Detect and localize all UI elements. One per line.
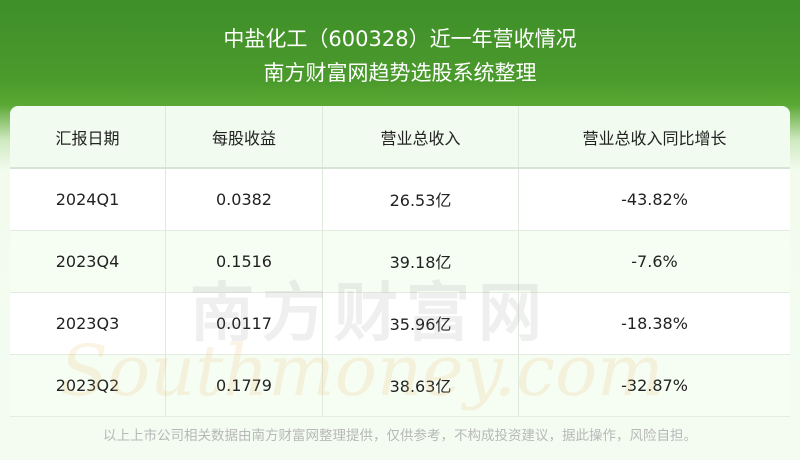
cell-eps: 0.0117 xyxy=(165,292,323,355)
column-header-revenue: 营业总收入 xyxy=(322,106,519,169)
cell-growth: -7.6% xyxy=(518,230,790,293)
table-row: 2023Q3 0.0117 35.96亿 -18.38% xyxy=(10,292,790,355)
cell-revenue: 38.63亿 xyxy=(322,354,519,417)
cell-date: 2023Q2 xyxy=(10,354,166,417)
table-header-row: 汇报日期 每股收益 营业总收入 营业总收入同比增长 xyxy=(10,106,790,169)
cell-eps: 0.1516 xyxy=(165,230,323,293)
cell-eps: 0.1779 xyxy=(165,354,323,417)
cell-revenue: 26.53亿 xyxy=(322,168,519,231)
column-header-revenue-growth: 营业总收入同比增长 xyxy=(518,106,790,169)
cell-revenue: 35.96亿 xyxy=(322,292,519,355)
page-subtitle: 南方财富网趋势选股系统整理 xyxy=(263,61,537,85)
cell-revenue: 39.18亿 xyxy=(322,230,519,293)
cell-date: 2023Q4 xyxy=(10,230,166,293)
disclaimer-footer: 以上上市公司相关数据由南方财富网整理提供，仅供参考，不构成投资建议，据此操作，风… xyxy=(103,428,697,444)
cell-growth: -18.38% xyxy=(518,292,790,355)
cell-date: 2024Q1 xyxy=(10,168,166,231)
cell-growth: -32.87% xyxy=(518,354,790,417)
revenue-table: 汇报日期 每股收益 营业总收入 营业总收入同比增长 2024Q1 0.0382 … xyxy=(10,106,790,417)
table-row: 2024Q1 0.0382 26.53亿 -43.82% xyxy=(10,168,790,231)
table-row: 2023Q2 0.1779 38.63亿 -32.87% xyxy=(10,354,790,417)
cell-date: 2023Q3 xyxy=(10,292,166,355)
table-row: 2023Q4 0.1516 39.18亿 -7.6% xyxy=(10,230,790,293)
cell-growth: -43.82% xyxy=(518,168,790,231)
column-header-date: 汇报日期 xyxy=(10,106,166,169)
page-title: 中盐化工（600328）近一年营收情况 xyxy=(223,27,577,51)
column-header-eps: 每股收益 xyxy=(165,106,323,169)
cell-eps: 0.0382 xyxy=(165,168,323,231)
